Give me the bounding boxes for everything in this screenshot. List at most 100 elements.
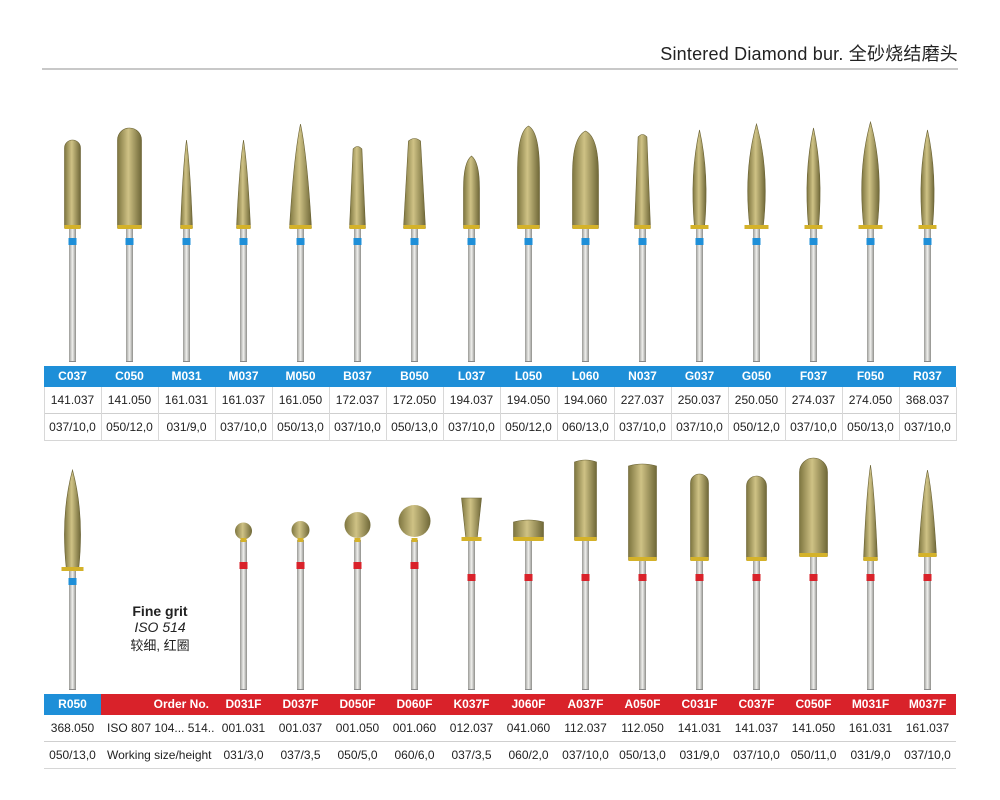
table-cell-order: 250.050 [728, 387, 785, 414]
table-cell-size: 037/3,5 [272, 742, 329, 769]
table-header-code: M031 [158, 366, 215, 387]
table-divider [956, 387, 957, 441]
table-cell-order: 274.050 [842, 387, 899, 414]
table-cell-order: 161.031 [842, 715, 899, 742]
table-cell-order: 041.060 [500, 715, 557, 742]
table-header-code: M031F [842, 694, 899, 715]
table-divider [500, 387, 501, 441]
table-header-code: K037F [443, 694, 500, 715]
table-cell-order: 001.031 [215, 715, 272, 742]
table-divider [728, 387, 729, 441]
table-cell-size: 060/6,0 [386, 742, 443, 769]
table-cell-order: 112.037 [557, 715, 614, 742]
table-cell-size: 031/9,0 [842, 742, 899, 769]
note-line-2: ISO 514 [134, 619, 186, 635]
table-cell-size: 037/10,0 [443, 414, 500, 441]
table-cell-size: 050/13,0 [614, 742, 671, 769]
table-header-code: D050F [329, 694, 386, 715]
table-divider [272, 387, 273, 441]
table-cell-size: 037/10,0 [728, 742, 785, 769]
table-cell-order: 368.050 [44, 715, 101, 742]
table-cell-order: 368.037 [899, 387, 956, 414]
bur-table-1: C037 C050 M031 M037 M050 B037 B050 L037 L050 L060… [44, 366, 956, 441]
table-header-code: F037 [785, 366, 842, 387]
table-header-code: F050 [842, 366, 899, 387]
table-cell-order: 001.060 [386, 715, 443, 742]
table-cell-order: 172.050 [386, 387, 443, 414]
table-header-code: D031F [215, 694, 272, 715]
working-size-label: Working size/height [101, 742, 215, 769]
order-no-header: Order No. [101, 694, 215, 715]
table-cell-size: 050/11,0 [785, 742, 842, 769]
table-cell-order: 141.050 [101, 387, 158, 414]
table-cell-size: 037/10,0 [614, 414, 671, 441]
table-header-code: J060F [500, 694, 557, 715]
table-cell-order: 001.050 [329, 715, 386, 742]
table-header-code: A037F [557, 694, 614, 715]
bur-table-2: R050 Order No. D031F D037F D050F D060F K037F… [44, 694, 956, 769]
table-cell-size: 050/12,0 [101, 414, 158, 441]
table-cell-order: 141.050 [785, 715, 842, 742]
table-cell-size: 037/10,0 [557, 742, 614, 769]
table-cell-size: 037/10,0 [215, 414, 272, 441]
table-divider [44, 387, 45, 441]
table-cell-size: 031/9,0 [158, 414, 215, 441]
table-header-code: M050 [272, 366, 329, 387]
table-header-code: R037 [899, 366, 956, 387]
table-header-code: L050 [500, 366, 557, 387]
table-divider [158, 387, 159, 441]
table-header-code: N037 [614, 366, 671, 387]
table-cell-order: 161.050 [272, 387, 329, 414]
table-header-code: B037 [329, 366, 386, 387]
table-cell-size: 060/2,0 [500, 742, 557, 769]
table-divider [842, 387, 843, 441]
table-cell-order: 012.037 [443, 715, 500, 742]
table-cell-order: 161.031 [158, 387, 215, 414]
table-cell-order: 161.037 [899, 715, 956, 742]
table-header-code: R050 [44, 694, 101, 715]
table-divider [443, 387, 444, 441]
table-cell-order: 172.037 [329, 387, 386, 414]
table-cell-size: 050/13,0 [44, 742, 101, 769]
page-title: Sintered Diamond bur. 全砂烧结磨头 [660, 44, 958, 64]
table-cell-size: 037/10,0 [44, 414, 101, 441]
table-header-code: G050 [728, 366, 785, 387]
iso-label: ISO 807 104... 514... [101, 715, 215, 742]
table-cell-order: 001.037 [272, 715, 329, 742]
table-cell-size: 037/10,0 [899, 414, 956, 441]
table-cell-order: 141.031 [671, 715, 728, 742]
table-divider [557, 387, 558, 441]
table-header-code: G037 [671, 366, 728, 387]
table-cell-size: 031/3,0 [215, 742, 272, 769]
table-header-code: C050F [785, 694, 842, 715]
table-divider [671, 387, 672, 441]
table-divider [329, 387, 330, 441]
table-header-code: B050 [386, 366, 443, 387]
fine-grit-note: Fine grit ISO 514 较细, 红圈 [110, 603, 210, 654]
table-cell-order: 227.037 [614, 387, 671, 414]
table-divider [614, 387, 615, 441]
table-header-code: M037F [899, 694, 956, 715]
table-header-code: L037 [443, 366, 500, 387]
table-header-code: L060 [557, 366, 614, 387]
table-cell-size: 050/13,0 [386, 414, 443, 441]
note-line-3: 较细, 红圈 [130, 638, 190, 653]
table-divider [899, 387, 900, 441]
table-header-code: M037 [215, 366, 272, 387]
table-cell-size: 050/13,0 [272, 414, 329, 441]
table-cell-order: 141.037 [728, 715, 785, 742]
table-header-code: C037 [44, 366, 101, 387]
table-cell-order: 194.037 [443, 387, 500, 414]
table-cell-size: 050/12,0 [500, 414, 557, 441]
table-cell-size: 031/9,0 [671, 742, 728, 769]
table-header-code: C037F [728, 694, 785, 715]
table-cell-size: 060/13,0 [557, 414, 614, 441]
table-cell-size: 037/10,0 [671, 414, 728, 441]
table-header-code: C031F [671, 694, 728, 715]
table-cell-size: 037/10,0 [899, 742, 956, 769]
table-divider [386, 387, 387, 441]
table-cell-order: 194.060 [557, 387, 614, 414]
table-cell-size: 037/10,0 [785, 414, 842, 441]
table-cell-order: 274.037 [785, 387, 842, 414]
